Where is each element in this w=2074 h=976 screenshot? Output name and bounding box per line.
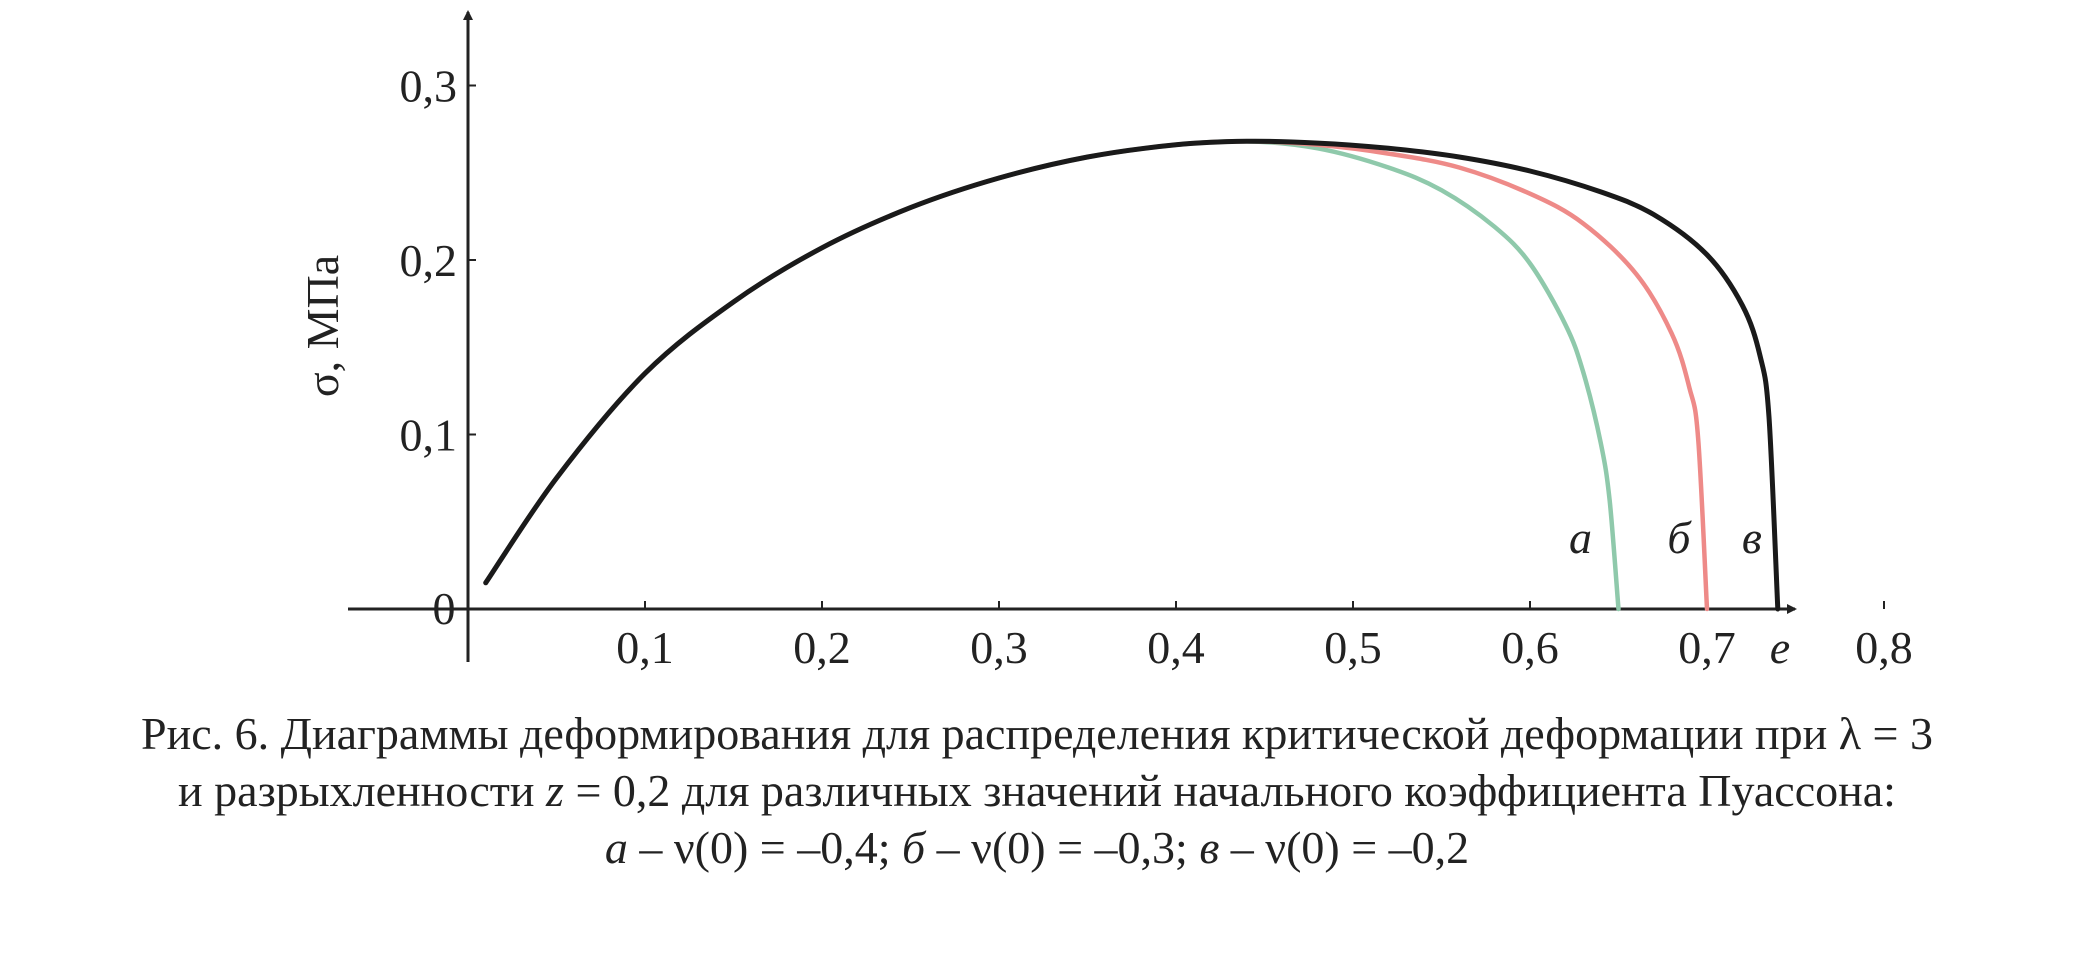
origin-label: 0 <box>433 583 456 634</box>
series-line-0 <box>483 138 1621 612</box>
series-label: б <box>1667 512 1692 563</box>
caption-text: = 0,2 для различных значений начального … <box>563 765 1896 816</box>
y-tick-label: 0,3 <box>400 61 458 112</box>
caption-line-3: а – ν(0) = –0,4; б – ν(0) = –0,3; в – ν(… <box>0 819 2074 876</box>
y-axis-label: σ, МПа <box>297 255 348 397</box>
x-tick-label: 0,3 <box>970 622 1028 673</box>
caption-line-2: и разрыхленности z = 0,2 для различных з… <box>0 762 2074 819</box>
x-tick-label: 0,8 <box>1855 622 1913 673</box>
y-tick-label: 0,2 <box>400 235 458 286</box>
series-label: а <box>1569 512 1592 563</box>
figure-caption: Рис. 6. Диаграммы деформирования для рас… <box>0 705 2074 876</box>
x-tick-label: 0,5 <box>1324 622 1382 673</box>
caption-series-a: а <box>604 822 628 873</box>
x-tick-label: 0,1 <box>616 622 674 673</box>
ticks: 0,1 0,2 0,3 0,4 0,5 0,6 0,7 0,8 0,1 0,2 0,3 <box>400 61 1913 674</box>
y-tick-label: 0,1 <box>400 410 458 461</box>
x-tick-label: 0,7 <box>1678 622 1736 673</box>
series-label: в <box>1742 512 1762 563</box>
x-tick-label: 0,4 <box>1147 622 1205 673</box>
x-tick-label: 0,2 <box>793 622 851 673</box>
caption-text: и разрыхленности <box>178 765 547 816</box>
series-line-1 <box>483 139 1710 612</box>
caption-text: Рис. 6. Диаграммы деформирования для рас… <box>141 708 1933 759</box>
x-axis-label: e <box>1770 622 1790 673</box>
caption-series-c: в <box>1199 822 1220 873</box>
caption-series-b: б <box>902 822 926 873</box>
x-tick-label: 0,6 <box>1501 622 1559 673</box>
caption-text: – ν(0) = –0,4; <box>627 822 902 873</box>
caption-text: – ν(0) = –0,2 <box>1219 822 1470 873</box>
caption-variable: z <box>546 765 564 816</box>
caption-text: – ν(0) = –0,3; <box>925 822 1200 873</box>
series-line-2 <box>483 138 1781 612</box>
axes <box>348 10 1797 662</box>
caption-line-1: Рис. 6. Диаграммы деформирования для рас… <box>0 705 2074 762</box>
